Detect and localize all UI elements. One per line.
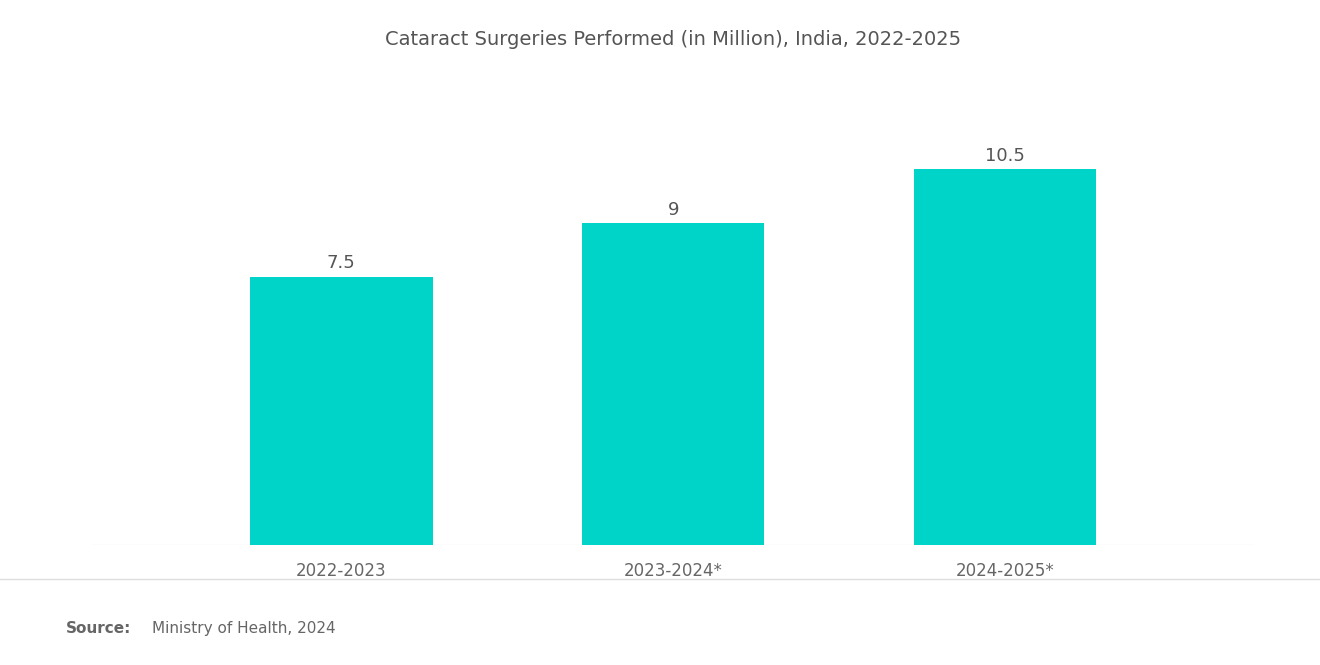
Bar: [913, 170, 1097, 545]
Text: 9: 9: [668, 201, 678, 219]
Title: Cataract Surgeries Performed (in Million), India, 2022-2025: Cataract Surgeries Performed (in Million…: [385, 30, 961, 49]
Text: Ministry of Health, 2024: Ministry of Health, 2024: [152, 621, 335, 636]
Text: 7.5: 7.5: [327, 255, 355, 273]
Bar: [582, 223, 764, 545]
Text: Source:: Source:: [66, 621, 132, 636]
Bar: [249, 277, 433, 545]
Text: 10.5: 10.5: [985, 147, 1026, 165]
